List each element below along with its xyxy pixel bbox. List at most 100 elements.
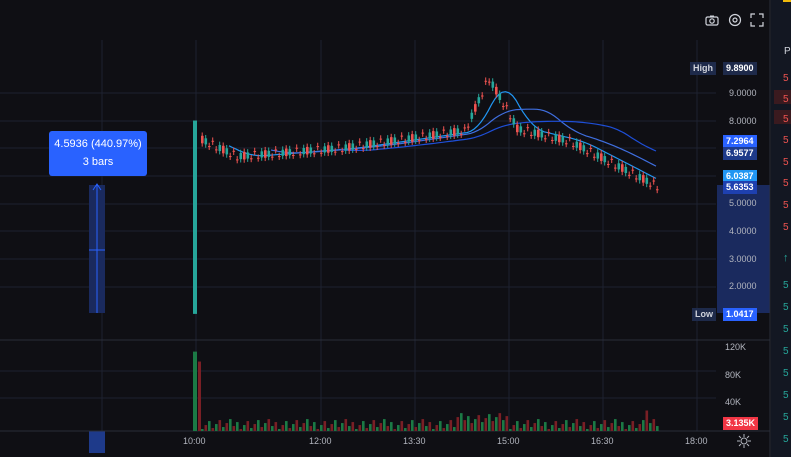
- measure-bars: 3 bars: [82, 156, 114, 168]
- volume-bar: [316, 429, 320, 431]
- volume-bar: [313, 422, 316, 431]
- volume-bar: [453, 427, 456, 431]
- candle: [540, 131, 544, 138]
- volume-bar: [565, 420, 568, 431]
- volume-bar: [372, 420, 376, 431]
- volume-bar: [582, 422, 586, 431]
- volume-bar: [355, 429, 358, 431]
- candle: [306, 146, 309, 155]
- right-panel-item[interactable]: 5: [783, 200, 789, 211]
- candle: [600, 153, 603, 161]
- candle: [456, 128, 460, 135]
- candle: [393, 137, 397, 144]
- volume-bar: [236, 422, 239, 431]
- volume-bar: [330, 424, 334, 431]
- volume-bar: [558, 428, 561, 431]
- volume-bar: [589, 425, 593, 431]
- volume-bar: [414, 427, 418, 431]
- right-panel-item[interactable]: 5: [783, 94, 789, 105]
- right-panel-item[interactable]: 5: [783, 302, 789, 313]
- candle: [519, 126, 523, 133]
- candle: [253, 151, 257, 153]
- candle: [278, 156, 281, 158]
- candle: [211, 140, 215, 142]
- candle: [320, 152, 323, 154]
- candle: [652, 180, 656, 182]
- candle: [435, 131, 439, 138]
- candle: [372, 140, 376, 147]
- ma-line-fast: [228, 91, 657, 179]
- candle: [386, 138, 390, 145]
- candle: [295, 147, 299, 149]
- volume-bar: [418, 423, 421, 431]
- measure-change: 4.5936 (440.97%): [54, 138, 142, 150]
- volume-bar: [411, 420, 414, 431]
- candle: [474, 104, 477, 112]
- candle: [488, 81, 491, 83]
- right-panel-item[interactable]: 5: [783, 324, 789, 335]
- volume-bar: [477, 415, 481, 431]
- candle: [428, 132, 432, 139]
- right-panel-item[interactable]: 5: [783, 280, 789, 291]
- volume-bar: [488, 414, 491, 431]
- candle: [232, 150, 236, 152]
- right-panel-item[interactable]: 5: [783, 390, 789, 401]
- volume-bar: [243, 425, 246, 431]
- right-panel-item[interactable]: 5: [783, 222, 789, 233]
- candlesticks: [193, 77, 659, 314]
- candle: [586, 153, 589, 155]
- candle: [628, 174, 631, 176]
- volume-bar: [498, 413, 502, 431]
- volume-bar: [348, 426, 351, 431]
- volume-bar: [502, 420, 505, 431]
- volume-bar: [246, 421, 250, 431]
- candle: [330, 145, 334, 152]
- volume-bar: [390, 422, 393, 431]
- volume-bar: [505, 416, 509, 431]
- volume-bar: [523, 424, 526, 431]
- volume-bar: [568, 427, 572, 431]
- candle: [432, 131, 435, 139]
- volume-bar: [519, 428, 523, 431]
- right-panel-item[interactable]: 5: [783, 434, 789, 445]
- camera-icon[interactable]: [705, 13, 721, 29]
- right-panel-item[interactable]: 5: [783, 157, 789, 168]
- volume-bar: [337, 427, 341, 431]
- right-panel-item[interactable]: 5: [783, 368, 789, 379]
- right-panel-item[interactable]: 5: [783, 346, 789, 357]
- volume-bar: [386, 426, 390, 431]
- volume-bar: [225, 423, 229, 431]
- gear-icon[interactable]: [728, 13, 744, 29]
- candle: [642, 175, 645, 183]
- volume-bar: [621, 422, 624, 431]
- volume-bar: [302, 423, 306, 431]
- auto-scale-icon[interactable]: [737, 434, 753, 450]
- candle: [215, 149, 218, 151]
- volume-bar: [198, 361, 201, 431]
- candle: [533, 129, 537, 136]
- ma-price-tag: 6.9577: [723, 147, 757, 160]
- volume-bar: [222, 427, 225, 431]
- volume-bar: [495, 417, 498, 431]
- volume-bar: [537, 419, 540, 431]
- right-panel-item[interactable]: 5: [783, 73, 789, 84]
- candle: [516, 124, 519, 133]
- candle: [638, 174, 642, 181]
- right-panel-item[interactable]: 5: [783, 178, 789, 189]
- right-panel-item[interactable]: 5: [783, 114, 789, 125]
- fullscreen-icon[interactable]: [750, 13, 766, 29]
- volume-bar: [232, 426, 236, 431]
- volume-bar: [649, 423, 652, 431]
- candle: [537, 129, 540, 138]
- candle: [607, 163, 610, 165]
- right-panel: P: [771, 0, 791, 457]
- right-panel-item[interactable]: 5: [783, 412, 789, 423]
- candle: [621, 164, 624, 172]
- right-panel-item[interactable]: 5: [783, 135, 789, 146]
- volume-bar: [264, 423, 267, 431]
- candle: [327, 145, 330, 153]
- volume-bar: [631, 421, 635, 431]
- volume-bar: [624, 429, 628, 431]
